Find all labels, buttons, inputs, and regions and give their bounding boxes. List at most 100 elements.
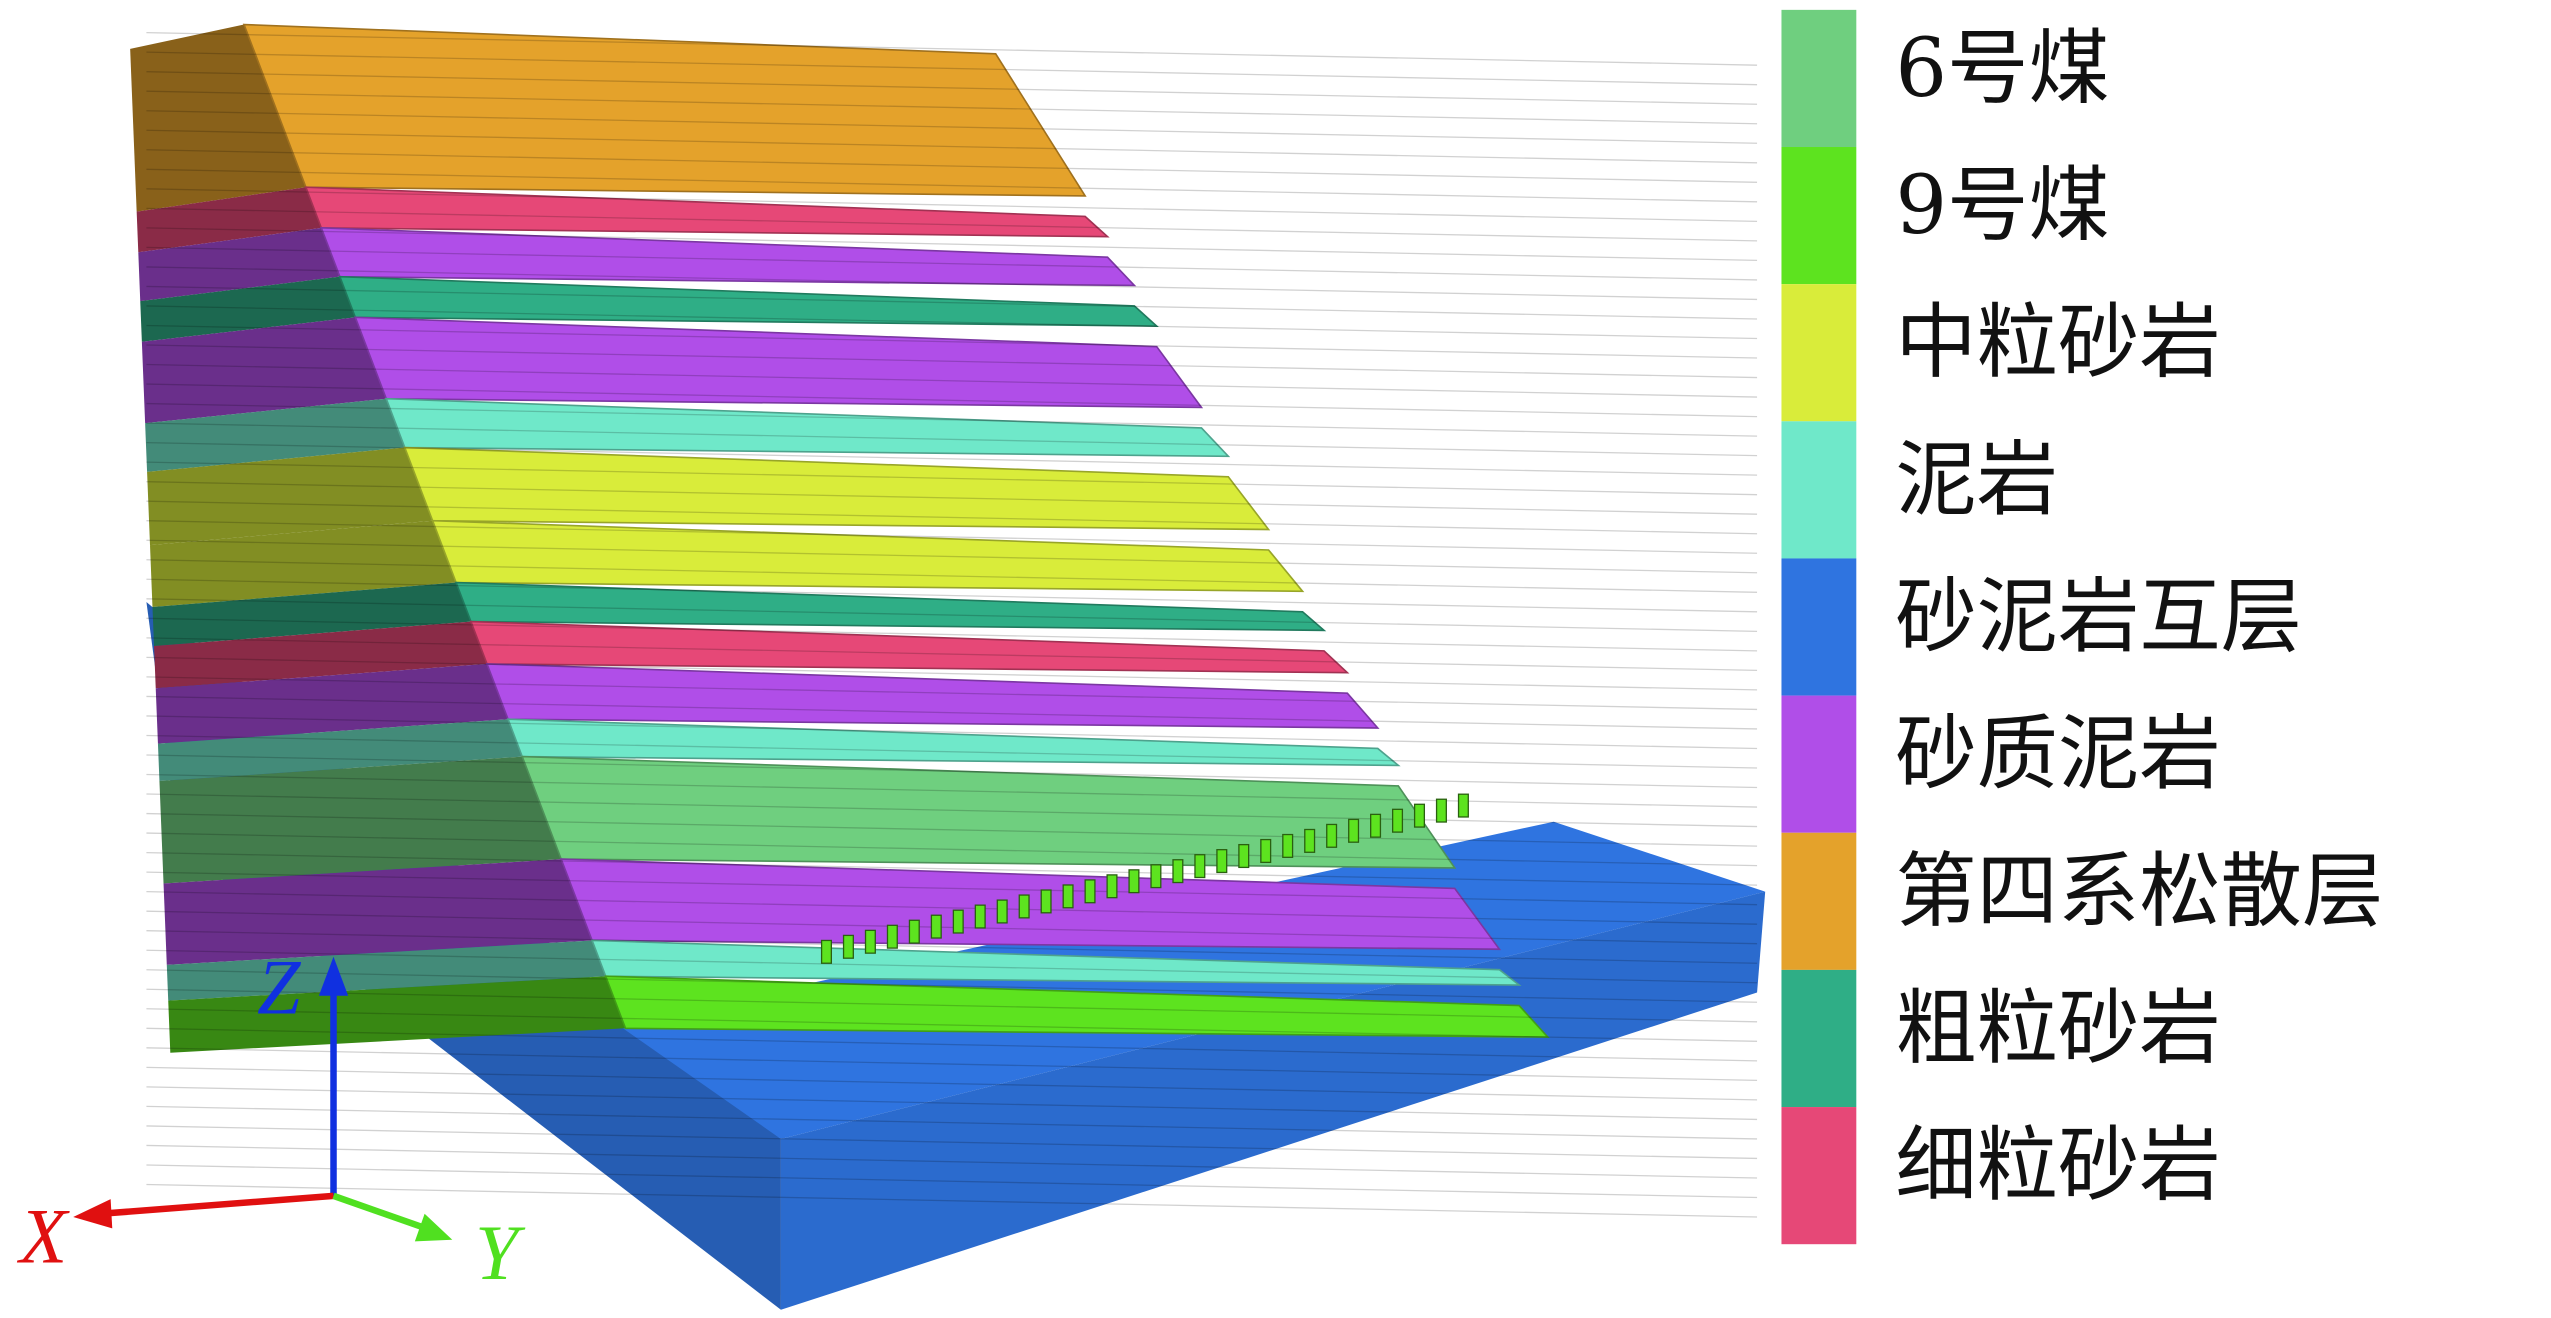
stratum-side: [138, 227, 340, 302]
x-axis: [100, 1192, 334, 1218]
legend-swatch: [1781, 284, 1857, 422]
coal-pillar: [1260, 838, 1272, 864]
base-front-face: [780, 891, 1766, 1310]
coal-pillar: [1084, 879, 1096, 904]
coal-pillar: [886, 924, 898, 949]
coal-pillar: [842, 934, 854, 959]
mesh-line: [146, 227, 1758, 262]
x-arrow: [73, 1199, 113, 1229]
mesh-line: [146, 812, 1758, 847]
legend-label: 砂泥岩互层: [1895, 570, 2302, 665]
coal-pillar: [1326, 823, 1338, 848]
coal-pillar: [1348, 818, 1360, 843]
stratum-face: [338, 275, 1159, 327]
stratum-face: [604, 975, 1550, 1038]
mesh-line: [146, 90, 1758, 125]
mesh-line: [146, 285, 1758, 320]
mesh-line: [146, 890, 1758, 925]
axis-triad: Z X Y: [17, 944, 527, 1296]
mesh-line: [146, 363, 1758, 398]
stratum-side: [163, 859, 593, 965]
mesh-line: [146, 51, 1758, 86]
legend-swatch: [1781, 695, 1857, 833]
coal-pillar: [974, 904, 986, 929]
z-label: Z: [257, 944, 302, 1031]
stratum-face: [521, 755, 1457, 869]
legend-label: 9号煤: [1895, 158, 2109, 253]
mesh-line: [146, 1008, 1758, 1042]
mesh-line: [146, 110, 1758, 144]
stratum-side: [159, 756, 562, 884]
stratum-face: [469, 620, 1350, 674]
mesh-line: [146, 637, 1758, 672]
mesh-line: [146, 969, 1758, 1003]
mesh-line: [146, 715, 1758, 750]
stratum-side: [152, 582, 471, 646]
mesh-line: [146, 988, 1758, 1023]
coal-pillar: [1062, 884, 1074, 909]
mesh-line: [146, 129, 1758, 164]
mesh-line: [146, 71, 1758, 105]
stratum-face: [485, 663, 1380, 729]
stratum-face: [304, 186, 1110, 238]
coal-pillar: [1435, 798, 1447, 823]
stratum-side: [150, 520, 457, 607]
coal-pillar: [1040, 889, 1052, 914]
y-arrow: [414, 1213, 453, 1242]
legend-label: 粗粒砂岩: [1895, 981, 2220, 1076]
mesh-line: [146, 793, 1758, 828]
mesh-line: [146, 1144, 1758, 1179]
legend-label: 6号煤: [1895, 21, 2109, 116]
coal-pillar: [1391, 808, 1404, 833]
stratum-face: [242, 23, 1087, 197]
mesh-line: [146, 1066, 1758, 1101]
z-arrow: [318, 956, 349, 996]
geological-model: [130, 23, 1766, 1310]
mesh-line: [146, 188, 1758, 223]
coal-pillar: [1172, 859, 1184, 884]
stratum-side: [157, 719, 523, 782]
legend-label: 细粒砂岩: [1895, 1118, 2220, 1213]
stratum-face: [354, 316, 1204, 409]
mesh-line: [146, 481, 1758, 515]
coal-pillar: [1106, 874, 1118, 899]
stratum-face: [320, 227, 1137, 287]
mesh-line: [146, 246, 1758, 281]
mesh-line: [146, 734, 1758, 769]
coal-pillar: [1282, 833, 1294, 858]
x-label: X: [17, 1193, 71, 1280]
mesh-line: [146, 676, 1758, 711]
mesh-line: [146, 1164, 1758, 1199]
mesh-line: [146, 1086, 1758, 1121]
stratum-side: [155, 663, 509, 744]
stratum-side: [136, 187, 322, 253]
mesh-line: [146, 1183, 1758, 1218]
mesh-line: [146, 871, 1758, 906]
legend-swatch: [1781, 558, 1857, 696]
coal-pillar: [1413, 803, 1426, 828]
mesh-line: [146, 1105, 1758, 1140]
stratum-side: [141, 317, 387, 424]
stratum-side: [140, 276, 356, 342]
legend-swatch: [1781, 147, 1857, 285]
stratum-face: [385, 397, 1231, 458]
coal-pillar: [1018, 894, 1030, 919]
mesh-line: [146, 344, 1758, 379]
coal-pillar: [1304, 828, 1316, 853]
mesh-line: [146, 441, 1758, 476]
mesh-line: [146, 266, 1758, 301]
mesh-line: [146, 695, 1758, 730]
stratum-side: [130, 24, 306, 212]
coal-pillar: [952, 909, 964, 934]
coal-pillar: [1370, 813, 1382, 838]
legend-label: 第四系松散层: [1895, 844, 2383, 939]
mesh-line: [146, 539, 1758, 574]
stratum-side: [154, 621, 488, 689]
coal-pillar: [820, 939, 833, 964]
legend-swatch: [1781, 9, 1857, 148]
mesh-line: [146, 832, 1758, 867]
coal-pillar: [1128, 869, 1140, 894]
coal-pillar: [864, 929, 876, 954]
